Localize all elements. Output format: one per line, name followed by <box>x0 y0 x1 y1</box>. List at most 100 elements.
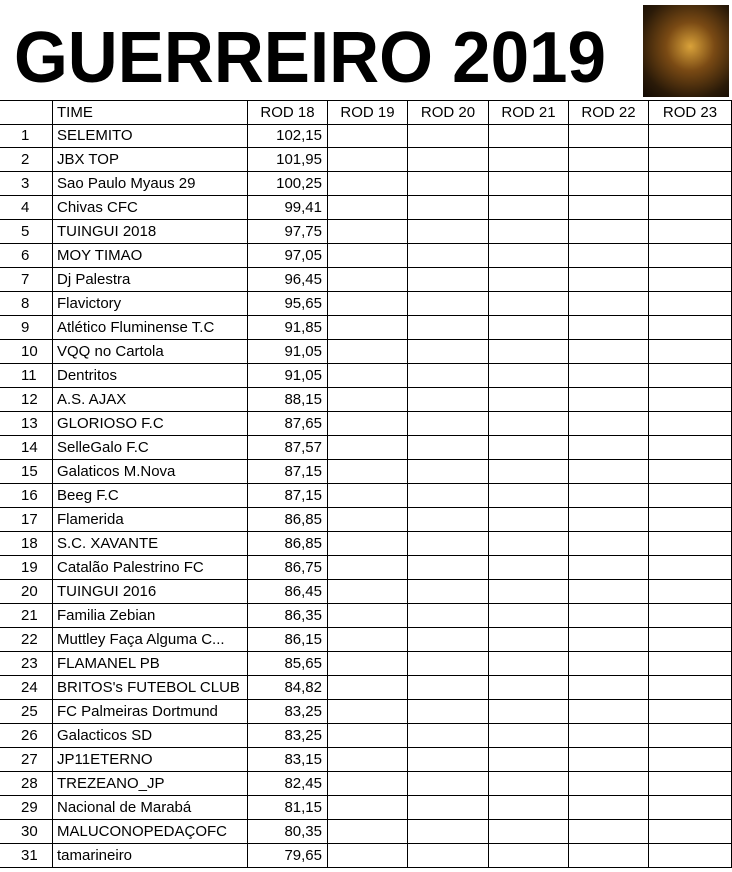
rank-cell: 24 <box>0 676 53 700</box>
empty-cell <box>489 508 569 532</box>
empty-cell <box>569 748 649 772</box>
empty-cell <box>649 196 732 220</box>
empty-cell <box>569 292 649 316</box>
score-cell: 91,05 <box>248 364 328 388</box>
empty-cell <box>489 460 569 484</box>
team-cell: GLORIOSO F.C <box>53 412 248 436</box>
empty-cell <box>328 220 408 244</box>
header-cell: ROD 23 <box>649 100 732 125</box>
score-cell: 80,35 <box>248 820 328 844</box>
empty-cell <box>328 124 408 148</box>
empty-cell <box>408 244 489 268</box>
empty-cell <box>649 172 732 196</box>
empty-cell <box>569 628 649 652</box>
empty-cell <box>489 196 569 220</box>
score-cell: 87,15 <box>248 460 328 484</box>
empty-cell <box>489 436 569 460</box>
header-cell: ROD 22 <box>569 100 649 125</box>
empty-cell <box>408 124 489 148</box>
empty-cell <box>489 292 569 316</box>
empty-cell <box>408 412 489 436</box>
empty-cell <box>569 676 649 700</box>
team-cell: SELEMITO <box>53 124 248 148</box>
empty-cell <box>489 628 569 652</box>
rank-cell: 1 <box>0 124 53 148</box>
score-cell: 91,05 <box>248 340 328 364</box>
empty-cell <box>489 388 569 412</box>
empty-cell <box>649 796 732 820</box>
empty-cell <box>569 724 649 748</box>
empty-cell <box>328 700 408 724</box>
empty-cell <box>649 220 732 244</box>
empty-cell <box>649 580 732 604</box>
score-cell: 102,15 <box>248 124 328 148</box>
rank-cell: 28 <box>0 772 53 796</box>
score-cell: 87,57 <box>248 436 328 460</box>
header-cell: ROD 21 <box>489 100 569 125</box>
empty-cell <box>649 460 732 484</box>
rank-cell: 16 <box>0 484 53 508</box>
empty-cell <box>649 316 732 340</box>
header-cell: TIME <box>53 100 248 125</box>
score-cell: 85,65 <box>248 652 328 676</box>
header-cell <box>0 100 53 125</box>
team-cell: Galaticos M.Nova <box>53 460 248 484</box>
empty-cell <box>569 364 649 388</box>
empty-cell <box>489 364 569 388</box>
team-cell: TUINGUI 2016 <box>53 580 248 604</box>
empty-cell <box>328 364 408 388</box>
empty-cell <box>328 580 408 604</box>
empty-cell <box>408 724 489 748</box>
empty-cell <box>649 508 732 532</box>
score-cell: 86,85 <box>248 508 328 532</box>
empty-cell <box>328 556 408 580</box>
team-cell: VQQ no Cartola <box>53 340 248 364</box>
empty-cell <box>489 340 569 364</box>
empty-cell <box>649 844 732 868</box>
rank-cell: 31 <box>0 844 53 868</box>
team-cell: FC Palmeiras Dortmund <box>53 700 248 724</box>
empty-cell <box>569 532 649 556</box>
empty-cell <box>649 124 732 148</box>
score-cell: 86,35 <box>248 604 328 628</box>
team-cell: S.C. XAVANTE <box>53 532 248 556</box>
empty-cell <box>649 340 732 364</box>
empty-cell <box>489 244 569 268</box>
score-cell: 87,65 <box>248 412 328 436</box>
team-cell: MALUCONOPEDAÇOFC <box>53 820 248 844</box>
score-cell: 86,15 <box>248 628 328 652</box>
empty-cell <box>408 772 489 796</box>
empty-cell <box>569 268 649 292</box>
rank-cell: 13 <box>0 412 53 436</box>
empty-cell <box>489 796 569 820</box>
empty-cell <box>408 364 489 388</box>
team-cell: Catalão Palestrino FC <box>53 556 248 580</box>
team-cell: Sao Paulo Myaus 29 <box>53 172 248 196</box>
empty-cell <box>328 268 408 292</box>
score-cell: 101,95 <box>248 148 328 172</box>
team-cell: Chivas CFC <box>53 196 248 220</box>
team-cell: Flamerida <box>53 508 248 532</box>
header-cell: ROD 19 <box>328 100 408 125</box>
team-cell: FLAMANEL PB <box>53 652 248 676</box>
empty-cell <box>569 820 649 844</box>
empty-cell <box>408 556 489 580</box>
empty-cell <box>328 772 408 796</box>
empty-cell <box>328 724 408 748</box>
empty-cell <box>569 340 649 364</box>
empty-cell <box>328 820 408 844</box>
empty-cell <box>408 196 489 220</box>
rank-cell: 4 <box>0 196 53 220</box>
empty-cell <box>649 412 732 436</box>
score-cell: 84,82 <box>248 676 328 700</box>
team-cell: Familia Zebian <box>53 604 248 628</box>
empty-cell <box>569 412 649 436</box>
empty-cell <box>328 508 408 532</box>
empty-cell <box>569 604 649 628</box>
empty-cell <box>489 556 569 580</box>
empty-cell <box>408 700 489 724</box>
empty-cell <box>408 388 489 412</box>
empty-cell <box>649 556 732 580</box>
empty-cell <box>408 292 489 316</box>
